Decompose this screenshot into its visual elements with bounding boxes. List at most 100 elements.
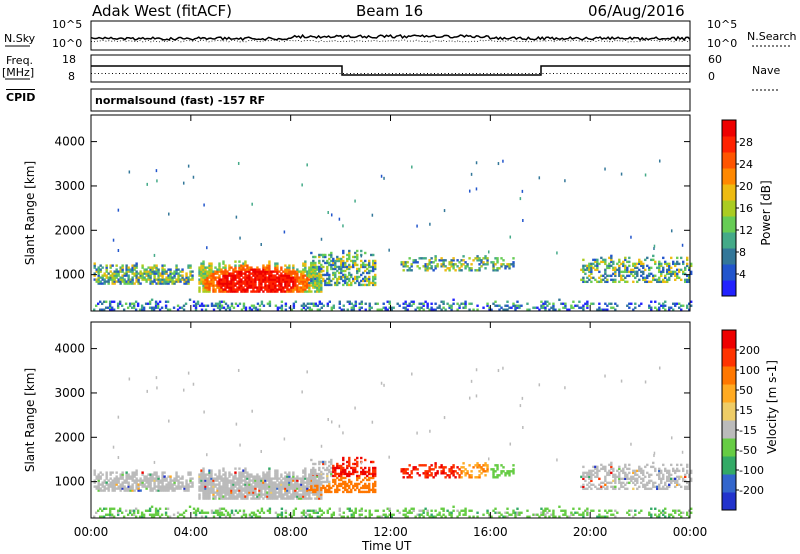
power-cell (388, 306, 391, 309)
power-cell (358, 267, 361, 271)
velocity-cell (494, 511, 497, 514)
velocity-cell (224, 479, 227, 482)
power-cell (612, 280, 615, 284)
velocity-cell (512, 468, 515, 471)
power-cell (448, 263, 451, 266)
power-cell (153, 280, 156, 283)
velocity-cell (460, 476, 463, 479)
velocity-cell (248, 473, 251, 476)
velocity-cell (330, 472, 333, 476)
velocity-cell (222, 469, 225, 472)
velocity-cell (338, 474, 341, 478)
velocity-cell (256, 483, 259, 486)
power-cell (332, 273, 335, 277)
power-cell (322, 265, 325, 269)
power-cell (334, 281, 337, 285)
power-cell (450, 263, 453, 266)
power-cell (163, 280, 166, 283)
power-cell (544, 300, 547, 303)
velocity-cell (179, 485, 182, 488)
power-cell (230, 284, 233, 287)
velocity-cell (326, 472, 329, 476)
velocity-cell (212, 489, 215, 492)
power-cell (165, 280, 168, 283)
power-cell (272, 274, 275, 277)
power-cell (656, 278, 659, 282)
power-cell (336, 277, 339, 281)
velocity-cell (119, 475, 122, 478)
power-cell (484, 257, 487, 260)
velocity-cell (462, 513, 465, 516)
velocity-cell (680, 485, 683, 489)
velocity-cell (652, 485, 655, 489)
velocity-cell (492, 476, 495, 479)
velocity-cell (189, 473, 192, 476)
power-cell (149, 282, 152, 285)
power-cell (644, 258, 647, 262)
velocity-cell (246, 481, 249, 484)
power-cell (189, 272, 192, 275)
power-cell (296, 272, 299, 275)
velocity-cell (258, 515, 262, 518)
power-cell (280, 300, 284, 303)
velocity-cell (294, 477, 297, 480)
power-cell (334, 261, 337, 265)
velocity-cell (664, 469, 667, 473)
power-cell (93, 272, 96, 275)
power-cell (242, 266, 245, 269)
power-scatter (301, 183, 303, 187)
velocity-cell (288, 479, 291, 482)
power-cell (181, 268, 184, 271)
power-cell (660, 262, 663, 266)
velocity-cell (346, 507, 349, 510)
velocity-cell (218, 483, 221, 486)
velocity-cell (286, 477, 289, 480)
power-cell (252, 280, 255, 283)
power-cell (544, 308, 547, 311)
power-cell (304, 290, 307, 293)
velocity-cell (228, 473, 231, 476)
power-cell (308, 306, 312, 309)
power-cell (318, 290, 321, 293)
velocity-cell (292, 485, 295, 488)
power-scatter (443, 209, 446, 213)
velocity-cell (204, 481, 207, 484)
velocity-cell (296, 491, 299, 494)
velocity-cell (636, 479, 639, 483)
power-cell (210, 278, 213, 281)
velocity-cell (602, 481, 605, 485)
power-cell (254, 272, 257, 275)
velocity-cell (122, 515, 126, 518)
power-cell (492, 261, 495, 264)
velocity-scatter (653, 454, 655, 458)
power-cell (155, 270, 158, 273)
velocity-cell (426, 511, 429, 514)
velocity-cell (204, 483, 207, 486)
power-cell (175, 270, 178, 273)
power-cell (141, 278, 144, 281)
velocity-cell (286, 479, 289, 482)
velocity-cell (404, 472, 407, 475)
power-cell (286, 286, 289, 289)
velocity-cell (169, 475, 172, 478)
power-cell (482, 263, 485, 266)
power-cell (163, 264, 166, 267)
velocity-cell (348, 478, 351, 482)
power-cell (141, 276, 144, 279)
power-cell (464, 261, 467, 264)
velocity-cell (306, 481, 309, 484)
velocity-cell (115, 479, 118, 482)
power-cell (214, 288, 217, 291)
power-cell (682, 270, 685, 274)
velocity-cell (312, 472, 315, 476)
velocity-cell (113, 487, 116, 490)
velocity-cell (115, 475, 118, 478)
velocity-cell (274, 471, 277, 474)
velocity-cell (334, 482, 337, 486)
power-cell (408, 304, 411, 307)
velocity-cell (364, 490, 367, 494)
velocity-cell (176, 515, 180, 518)
velocity-cell (127, 475, 130, 478)
power-cell (372, 265, 375, 269)
power-cell (260, 288, 263, 291)
